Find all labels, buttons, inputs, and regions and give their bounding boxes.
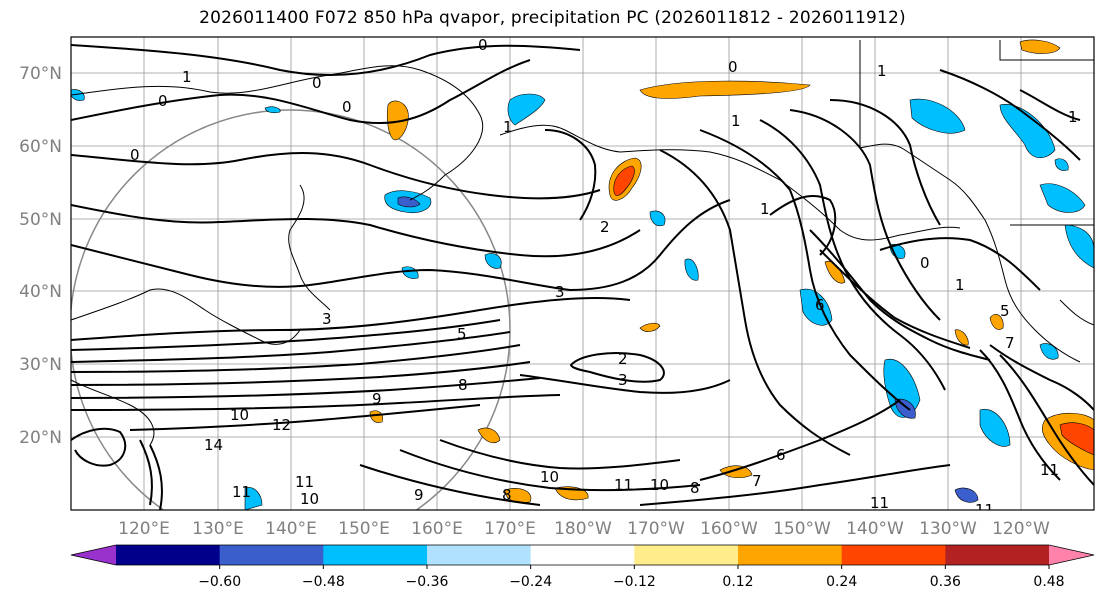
contour-label: 10 <box>650 476 669 494</box>
lon-label: 150°W <box>773 519 831 539</box>
colorbar-segment <box>323 545 428 565</box>
contour-label: 0 <box>920 254 930 272</box>
colorbar-segment <box>945 545 1050 565</box>
lon-label: 140°E <box>265 519 317 539</box>
colorbar-tick-label: −0.60 <box>198 574 241 590</box>
lon-label: 130°W <box>919 519 977 539</box>
contour-labels: 0 1 0 0 0 0 1 0 1 1 2 3 3 5 8 9 10 12 14… <box>130 36 1078 519</box>
contour-label: 5 <box>1000 302 1010 320</box>
lon-label: 170°W <box>627 519 685 539</box>
colorbar-tick-label: 0.24 <box>826 574 857 590</box>
contour-label: 1 <box>760 200 770 218</box>
map-panel: 0 1 0 0 0 0 1 0 1 1 2 3 3 5 8 9 10 12 14… <box>71 36 1094 519</box>
contour-label: 7 <box>752 472 762 490</box>
lon-label: 160°E <box>411 519 463 539</box>
lon-label: 130°E <box>192 519 244 539</box>
contour-label: 11 <box>975 501 994 519</box>
contour-label: 0 <box>342 98 352 116</box>
contour-label: 0 <box>158 92 168 110</box>
contour-label: 3 <box>618 371 628 389</box>
colorbar-extend-low <box>71 545 116 565</box>
colorbar-tick-label: −0.48 <box>302 574 345 590</box>
colorbar-extend-high <box>1049 545 1094 565</box>
range-circle <box>71 109 511 510</box>
contour-label: 8 <box>690 479 700 497</box>
colorbar-segment <box>530 545 635 565</box>
contour-label: 2 <box>600 218 610 236</box>
lon-label: 170°E <box>484 519 536 539</box>
contour-label: 11 <box>232 483 251 501</box>
contour-label: 14 <box>204 436 223 454</box>
contour-label: 1 <box>955 276 965 294</box>
map-frame <box>70 36 1095 511</box>
contour-label: 10 <box>300 490 319 508</box>
lon-label: 180°W <box>554 519 612 539</box>
contour-label: 0 <box>478 36 488 54</box>
colorbar-tick-label: 0.36 <box>930 574 961 590</box>
colorbar-tick-label: 0.12 <box>722 574 753 590</box>
contour-label: 0 <box>312 74 322 92</box>
colorbar-segment <box>634 545 739 565</box>
contour-label: 10 <box>230 406 249 424</box>
contour-label: 11 <box>1040 461 1059 479</box>
contour-label: 0 <box>728 58 738 76</box>
lat-label-60n: 60°N <box>19 137 62 157</box>
contour-label: 3 <box>555 283 565 301</box>
colorbar-outline <box>70 544 1095 566</box>
colorbar-tick-label: 0.48 <box>1033 574 1064 590</box>
contour-label: 1 <box>1068 108 1078 126</box>
contour-label: 2 <box>618 350 628 368</box>
lat-label-30n: 30°N <box>19 355 62 375</box>
contour-label: 9 <box>372 390 382 408</box>
lon-label: 160°W <box>700 519 758 539</box>
coastlines <box>71 40 1094 446</box>
lon-label: 120°W <box>992 519 1050 539</box>
lon-label: 150°E <box>338 519 390 539</box>
contour-label: 0 <box>130 146 140 164</box>
lat-label-70n: 70°N <box>19 64 62 84</box>
lat-label-50n: 50°N <box>19 210 62 230</box>
contour-label: 11 <box>295 473 314 491</box>
contour-label: 1 <box>731 112 741 130</box>
lat-label-40n: 40°N <box>19 282 62 302</box>
contour-label: 1 <box>877 62 887 80</box>
contour-label: 12 <box>272 416 291 434</box>
colorbar-segment <box>427 545 532 565</box>
longitude-labels: 120°E 130°E 140°E 150°E 160°E 170°E 180°… <box>118 519 1050 539</box>
lon-label: 140°W <box>846 519 904 539</box>
moisture-contours <box>71 44 1094 510</box>
colorbar-segment <box>738 545 843 565</box>
contour-label: 6 <box>776 446 786 464</box>
contour-label: 8 <box>502 486 512 504</box>
lat-label-20n: 20°N <box>19 428 62 448</box>
contour-label: 1 <box>182 68 192 86</box>
colorbar-tick-label: −0.36 <box>406 574 449 590</box>
contour-label: 6 <box>815 296 825 314</box>
contour-label: 8 <box>458 376 468 394</box>
plot-title: 2026011400 F072 850 hPa qvapor, precipit… <box>199 8 906 28</box>
contour-label: 1 <box>503 118 513 136</box>
colorbar-tick-label: −0.12 <box>613 574 656 590</box>
colorbar-segment <box>841 545 946 565</box>
contour-label: 3 <box>322 310 332 328</box>
colorbar-segment <box>219 545 324 565</box>
colorbar-tick-label: −0.24 <box>509 574 552 590</box>
colorbar: −0.60 −0.48 −0.36 −0.24 −0.12 0.12 0.24 0.36 0.4… <box>70 544 1095 590</box>
contour-label: 11 <box>870 494 889 512</box>
contour-label: 5 <box>457 325 467 343</box>
contour-label: 10 <box>540 468 559 486</box>
precipitation-shading <box>71 39 1094 510</box>
colorbar-segment <box>116 545 221 565</box>
latitude-labels: 70°N 60°N 50°N 40°N 30°N 20°N <box>19 64 62 448</box>
lon-label: 120°E <box>118 519 170 539</box>
contour-label: 7 <box>1005 334 1015 352</box>
contour-label: 11 <box>614 476 633 494</box>
contour-label: 9 <box>414 486 424 504</box>
